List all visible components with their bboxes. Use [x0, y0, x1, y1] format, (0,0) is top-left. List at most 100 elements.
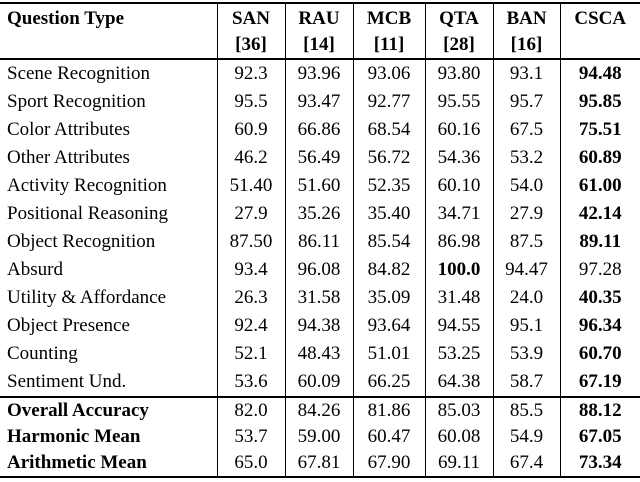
value-cell: 96.08: [285, 256, 354, 284]
value-cell: 85.03: [425, 397, 494, 424]
value-cell: 93.96: [285, 59, 354, 88]
value-cell: 89.11: [579, 231, 622, 252]
model-header-ban: BAN [16]: [493, 3, 561, 59]
model-name: SAN: [231, 8, 270, 29]
value-cell: 60.89: [578, 147, 622, 168]
row-label: Arithmetic Mean: [0, 450, 218, 477]
value-cell: 67.19: [578, 371, 622, 392]
row-label: Overall Accuracy: [0, 397, 218, 424]
row-label: Object Presence: [0, 312, 218, 340]
value-cell: 26.3: [217, 284, 286, 312]
value-cell: 67.5: [493, 116, 561, 144]
table-row: Sport Recognition 95.5 93.47 92.77 95.55 95.7…: [0, 88, 640, 116]
value-cell: 48.43: [285, 340, 354, 368]
value-cell: 42.14: [578, 203, 622, 224]
row-label: Positional Reasoning: [0, 200, 218, 228]
model-header-csca: CSCA: [560, 3, 640, 59]
value-cell: 46.2: [217, 144, 286, 172]
row-label: Other Attributes: [0, 144, 218, 172]
summary-row: Overall Accuracy 82.0 84.26 81.86 85.03 85.5 8…: [0, 397, 640, 424]
value-cell: 67.4: [493, 450, 561, 477]
value-cell: 35.09: [353, 284, 426, 312]
model-citation: [16]: [510, 34, 543, 55]
value-cell: 52.1: [217, 340, 286, 368]
row-label: Activity Recognition: [0, 172, 218, 200]
value-cell: 92.4: [217, 312, 286, 340]
value-cell: 92.77: [353, 88, 426, 116]
value-cell: 54.36: [425, 144, 494, 172]
value-cell: 87.5: [493, 228, 561, 256]
value-cell: 67.81: [285, 450, 354, 477]
value-cell: 59.00: [285, 424, 354, 450]
value-cell: 60.47: [353, 424, 426, 450]
value-cell: 53.9: [493, 340, 561, 368]
value-cell: 64.38: [425, 368, 494, 397]
model-name: CSCA: [574, 8, 627, 29]
value-cell: 94.55: [425, 312, 494, 340]
value-cell: 60.10: [425, 172, 494, 200]
summary-row: Arithmetic Mean 65.0 67.81 67.90 69.11 67.4 73…: [0, 450, 640, 477]
value-cell: 95.5: [217, 88, 286, 116]
table-row: Object Presence 92.4 94.38 93.64 94.55 95.1 96…: [0, 312, 640, 340]
header-row: Question Type SAN [36] RAU [14] MCB [11]…: [0, 3, 640, 59]
value-cell: 84.82: [353, 256, 426, 284]
value-cell: 24.0: [493, 284, 561, 312]
value-cell: 97.28: [578, 259, 622, 280]
value-cell: 93.4: [217, 256, 286, 284]
value-cell: 93.64: [353, 312, 426, 340]
value-cell: 84.26: [285, 397, 354, 424]
table-header: Question Type SAN [36] RAU [14] MCB [11]…: [0, 3, 640, 59]
value-cell: 81.86: [353, 397, 426, 424]
table-row: Counting 52.1 48.43 51.01 53.25 53.9 60.70: [0, 340, 640, 368]
value-cell: 93.06: [353, 59, 426, 88]
row-label: Color Attributes: [0, 116, 218, 144]
value-cell: 53.2: [493, 144, 561, 172]
value-cell: 88.12: [578, 400, 622, 421]
model-name: MCB: [366, 8, 412, 29]
value-cell: 85.5: [493, 397, 561, 424]
value-cell: 93.47: [285, 88, 354, 116]
value-cell: 31.48: [425, 284, 494, 312]
row-label: Absurd: [0, 256, 218, 284]
model-name: BAN: [506, 8, 547, 29]
value-cell: 35.40: [353, 200, 426, 228]
model-header-rau: RAU [14]: [285, 3, 354, 59]
value-cell: 73.34: [578, 452, 622, 473]
value-cell: 27.9: [217, 200, 286, 228]
value-cell: 69.11: [425, 450, 494, 477]
value-cell: 61.00: [578, 175, 622, 196]
value-cell: 27.9: [493, 200, 561, 228]
value-cell: 92.3: [217, 59, 286, 88]
value-cell: 35.26: [285, 200, 354, 228]
model-header-qta: QTA [28]: [425, 3, 494, 59]
value-cell: 40.35: [578, 287, 622, 308]
row-label: Sentiment Und.: [0, 368, 218, 397]
value-cell: 51.01: [353, 340, 426, 368]
value-cell: 94.48: [578, 63, 622, 84]
table-row: Color Attributes 60.9 66.86 68.54 60.16 67.5 7…: [0, 116, 640, 144]
row-label: Utility & Affordance: [0, 284, 218, 312]
value-cell: 51.60: [285, 172, 354, 200]
table-row: Scene Recognition 92.3 93.96 93.06 93.80 93.1…: [0, 59, 640, 88]
value-cell: 95.7: [493, 88, 561, 116]
value-cell: 87.50: [217, 228, 286, 256]
table-row: Other Attributes 46.2 56.49 56.72 54.36 53.2 6…: [0, 144, 640, 172]
summary-row: Harmonic Mean 53.7 59.00 60.47 60.08 54.9 67.0…: [0, 424, 640, 450]
value-cell: 96.34: [578, 315, 622, 336]
value-cell: 60.16: [425, 116, 494, 144]
value-cell: 65.0: [217, 450, 286, 477]
table-row: Positional Reasoning 27.9 35.26 35.40 34.71 2…: [0, 200, 640, 228]
value-cell: 60.08: [425, 424, 494, 450]
value-cell: 53.7: [217, 424, 286, 450]
value-cell: 94.38: [285, 312, 354, 340]
value-cell: 60.9: [217, 116, 286, 144]
value-cell: 66.25: [353, 368, 426, 397]
value-cell: 60.70: [578, 343, 622, 364]
value-cell: 85.54: [353, 228, 426, 256]
model-name: RAU: [298, 8, 340, 29]
value-cell: 75.51: [578, 119, 622, 140]
value-cell: 100.0: [425, 256, 494, 284]
table-row: Activity Recognition 51.40 51.60 52.35 60.10…: [0, 172, 640, 200]
model-citation: [36]: [235, 34, 267, 55]
